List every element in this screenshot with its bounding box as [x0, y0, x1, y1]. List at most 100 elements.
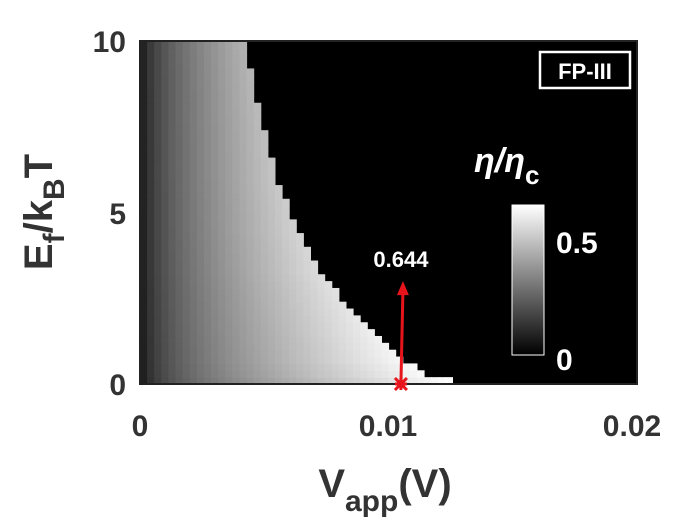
heatmap-cell	[274, 322, 283, 330]
heatmap-cell	[196, 82, 205, 90]
heatmap-cell	[189, 322, 198, 330]
heatmap-cell	[218, 171, 226, 179]
heatmap-cell	[331, 342, 340, 351]
heatmap-cell	[161, 281, 169, 289]
heatmap-cell	[182, 198, 191, 207]
heatmap-cell	[260, 301, 269, 310]
heatmap-cell	[296, 294, 304, 303]
heatmap-cell	[388, 370, 397, 378]
heatmap-cell	[147, 198, 155, 207]
heatmap-cell	[267, 322, 276, 330]
heatmap-cell	[168, 349, 177, 358]
heatmap-cell	[203, 75, 212, 83]
heatmap-cell	[239, 191, 248, 200]
heatmap-cell	[175, 301, 184, 310]
heatmap-cell	[225, 274, 233, 282]
heatmap-cell	[289, 239, 297, 248]
heatmap-cell	[381, 363, 390, 371]
heatmap-cell	[168, 329, 177, 337]
heatmap-cell	[147, 150, 155, 159]
heatmap-cell	[274, 308, 283, 316]
heatmap-cell	[140, 95, 148, 104]
heatmap-cell	[232, 349, 240, 358]
heatmap-cell	[154, 137, 162, 145]
heatmap-cell	[147, 61, 155, 70]
heatmap-cell	[239, 68, 248, 76]
heatmap-cell	[381, 356, 390, 365]
heatmap-cell	[175, 260, 184, 268]
heatmap-cell	[147, 239, 155, 248]
heatmap-cell	[196, 233, 205, 241]
heatmap-cell	[225, 75, 233, 83]
heatmap-cell	[147, 226, 155, 234]
heatmap-cell	[211, 95, 219, 104]
heatmap-cell	[154, 130, 162, 138]
heatmap-cell	[182, 61, 191, 70]
heatmap-cell	[189, 95, 198, 104]
heatmap-cell	[147, 130, 155, 138]
heatmap-cell	[232, 75, 240, 83]
heatmap-cell	[189, 370, 198, 378]
heatmap-cell	[154, 253, 162, 262]
heatmap-cell	[189, 47, 198, 56]
heatmap-cell	[218, 54, 226, 63]
x-axis-label: Vapp(V)	[318, 462, 451, 518]
heatmap-cell	[253, 123, 262, 131]
y-tick-label: 10	[93, 26, 126, 59]
heatmap-cell	[203, 349, 212, 358]
heatmap-cell	[289, 260, 297, 268]
heatmap-cell	[147, 143, 155, 152]
heatmap-cell	[260, 130, 269, 138]
heatmap-cell	[182, 150, 191, 159]
heatmap-cell	[409, 363, 418, 371]
heatmap-cell	[282, 377, 290, 384]
heatmap-cell	[211, 267, 219, 275]
heatmap-cell	[246, 219, 255, 227]
heatmap-cell	[140, 116, 148, 124]
heatmap-cell	[203, 356, 212, 365]
heatmap-cell	[189, 116, 198, 124]
heatmap-cell	[317, 335, 326, 344]
heatmap-cell	[296, 377, 304, 384]
heatmap-cell	[140, 335, 148, 344]
heatmap-cell	[225, 377, 233, 384]
heatmap-cell	[267, 370, 276, 378]
heatmap-cell	[409, 370, 418, 378]
heatmap-cell	[310, 342, 319, 351]
heatmap-cell	[239, 47, 248, 56]
heatmap-cell	[189, 308, 198, 316]
heatmap-cell	[232, 281, 240, 289]
heatmap-cell	[282, 322, 290, 330]
heatmap-cell	[161, 226, 169, 234]
heatmap-cell	[239, 239, 248, 248]
heatmap-cell	[296, 342, 304, 351]
heatmap-cell	[189, 287, 198, 296]
heatmap-cell	[345, 377, 354, 384]
heatmap-cell	[147, 274, 155, 282]
heatmap-cell	[196, 363, 205, 371]
heatmap-cell	[175, 349, 184, 358]
heatmap-cell	[225, 164, 233, 172]
heatmap-cell	[182, 102, 191, 111]
heatmap-cell	[154, 54, 162, 63]
heatmap-cell	[331, 349, 340, 358]
heatmap-cell	[367, 356, 375, 365]
heatmap-cell	[232, 294, 240, 303]
heatmap-cell	[246, 233, 255, 241]
heatmap-cell	[161, 253, 169, 262]
heatmap-cell	[211, 315, 219, 323]
heatmap-cell	[225, 95, 233, 104]
heatmap-cell	[232, 246, 240, 255]
heatmap-cell	[360, 370, 368, 378]
heatmap-cell	[189, 109, 198, 118]
heatmap-cell	[232, 287, 240, 296]
heatmap-cell	[232, 150, 240, 159]
heatmap-cell	[218, 157, 226, 166]
heatmap-cell	[338, 349, 347, 358]
heatmap-cell	[289, 308, 297, 316]
heatmap-cell	[203, 370, 212, 378]
heatmap-cell	[196, 281, 205, 289]
heatmap-cell	[211, 178, 219, 186]
heatmap-cell	[196, 178, 205, 186]
heatmap-cell	[260, 239, 269, 248]
